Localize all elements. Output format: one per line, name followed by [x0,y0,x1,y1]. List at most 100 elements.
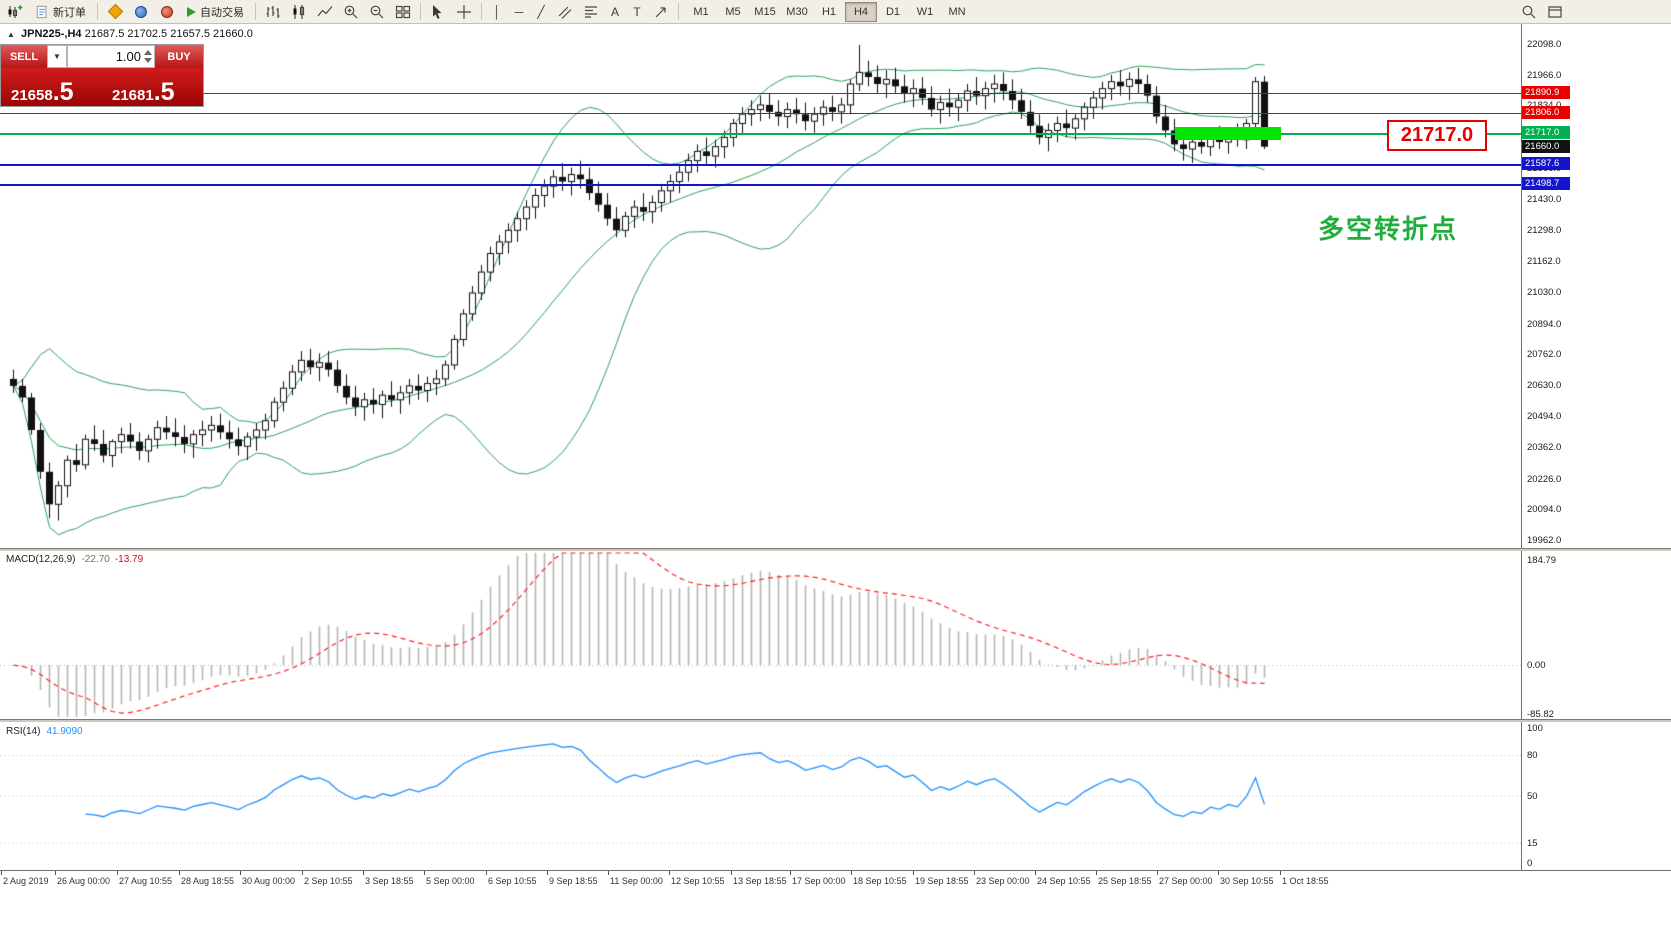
time-axis-label: 11 Sep 00:00 [610,876,663,886]
new-order-button[interactable]: 新订单 [28,1,93,23]
price-axis-label: 20226.0 [1527,473,1562,485]
timeframe-m1[interactable]: M1 [693,5,709,18]
price-callout-label[interactable]: 21717.0 [1387,120,1487,151]
timeframe-h4[interactable]: H4 [845,1,877,22]
time-axis-label: 6 Sep 10:55 [488,876,537,886]
zoom-out-icon[interactable] [364,1,390,23]
price-chart-canvas[interactable] [0,24,1521,548]
time-tick [1035,871,1036,875]
time-axis[interactable]: 2 Aug 2019 26 Aug 00:00 27 Aug 10:55 28 Aug… [0,871,1671,895]
text-icon[interactable]: A [610,4,619,19]
toolbar-separator [255,3,256,20]
candlestick-chart-icon[interactable] [286,1,312,23]
price-axis-label: 20630.0 [1527,379,1562,391]
vertical-line-icon[interactable]: │ [493,4,501,19]
panel-resize-handle[interactable] [0,719,1671,722]
time-axis-label: 5 Sep 00:00 [426,876,475,886]
timeframe-m5[interactable]: M5 [725,5,741,18]
price-axis[interactable]: 22098.021966.021834.021702.021566.021430… [1521,24,1671,870]
level-price-badge: 21806.0 [1522,105,1570,119]
sell-price-fraction: .5 [52,77,74,106]
annotation-note[interactable]: 多空转折点 [1318,214,1459,244]
level-line-21498.7[interactable] [0,184,1521,186]
trendline-icon[interactable]: ╱ [537,4,545,19]
buy-price-button[interactable]: 21681 .5 [102,68,203,106]
price-axis-label: 21162.0 [1527,256,1561,268]
level-line-21717.0[interactable] [0,133,1521,135]
timeframe-h1[interactable]: H1 [821,5,837,18]
timeframe-w1[interactable]: W1 [916,5,934,18]
highlight-rectangle[interactable] [1175,127,1281,140]
symbol-marker-icon: ▲ [7,30,15,39]
rsi-indicator-canvas[interactable] [0,722,1521,869]
time-axis-label: 30 Aug 00:00 [242,876,296,886]
time-axis-label: 23 Sep 00:00 [976,876,1030,886]
time-axis-label: 27 Aug 10:55 [119,876,173,886]
autotrading-label: 自动交易 [200,6,244,19]
fibonacci-icon[interactable] [578,1,604,23]
line-chart-icon[interactable] [312,1,338,23]
arrow-tool-icon[interactable] [648,1,674,23]
tile-windows-icon[interactable] [390,1,416,23]
time-axis-label: 24 Sep 10:55 [1037,876,1091,886]
time-axis-label: 25 Sep 18:55 [1098,876,1152,886]
volume-input[interactable]: 1.00 [67,45,155,68]
support-icon[interactable] [154,1,180,23]
price-axis-border [1521,24,1522,871]
time-axis-label: 1 Oct 18:55 [1282,876,1329,886]
bar-chart-icon[interactable] [260,1,286,23]
new-chart-icon[interactable] [2,1,28,23]
time-tick [790,871,791,875]
toolbar-separator [97,3,98,20]
channel-icon[interactable] [552,1,578,23]
price-axis-label: 21966.0 [1527,69,1562,81]
time-axis-label: 2 Aug 2019 [3,876,49,886]
toolbar-separator [678,3,679,20]
time-axis-label: 28 Aug 18:55 [181,876,235,886]
label-icon[interactable]: T [633,4,641,19]
volume-stepper[interactable] [144,49,152,65]
autotrading-button[interactable]: 自动交易 [180,1,251,23]
time-tick [55,871,56,875]
level-line-21587.6[interactable] [0,164,1521,166]
level-price-badge: 21717.0 [1522,126,1570,140]
sell-button[interactable]: SELL [1,45,47,68]
time-tick [1096,871,1097,875]
price-axis-label: 20494.0 [1527,411,1562,423]
time-axis-label: 27 Sep 00:00 [1159,876,1213,886]
one-click-menu-button[interactable]: ▼ [47,45,67,68]
macd-axis-label: -85.82 [1527,709,1554,720]
crosshair-icon[interactable] [451,1,477,23]
macd-indicator-canvas[interactable] [0,551,1521,719]
buy-button[interactable]: BUY [155,45,203,68]
cursor-icon[interactable] [425,1,451,23]
level-line-21806.0[interactable] [0,113,1521,114]
search-icon[interactable] [1516,1,1542,23]
play-icon [187,6,196,17]
price-axis-label: 20894.0 [1527,318,1562,330]
time-axis-label: 9 Sep 18:55 [549,876,598,886]
panel-resize-handle[interactable] [0,548,1671,551]
timeframe-d1[interactable]: D1 [885,5,901,18]
disc-icon[interactable] [128,1,154,23]
window-icon[interactable] [1542,1,1568,23]
zoom-in-icon[interactable] [338,1,364,23]
sell-price-button[interactable]: 21658 .5 [1,68,102,106]
price-axis-label: 19962.0 [1527,535,1562,546]
timeframe-mn[interactable]: MN [948,5,966,18]
level-line-21890.9[interactable] [0,93,1521,94]
price-axis-label: 20094.0 [1527,504,1562,516]
time-tick [1218,871,1219,875]
time-tick [547,871,548,875]
price-axis-label: 21030.0 [1527,287,1562,298]
toolbar-separator [481,3,482,20]
time-axis-label: 17 Sep 00:00 [792,876,846,886]
horizontal-line-icon[interactable]: ─ [514,4,524,19]
time-tick [974,871,975,875]
timeframe-group: M1 M5 M15 M30 H1 H4 D1 W1 MN [685,1,973,22]
time-axis-label: 26 Aug 00:00 [57,876,111,886]
diamond-icon[interactable] [102,1,128,23]
timeframe-m30[interactable]: M30 [786,5,808,18]
timeframe-m15[interactable]: M15 [754,5,776,18]
